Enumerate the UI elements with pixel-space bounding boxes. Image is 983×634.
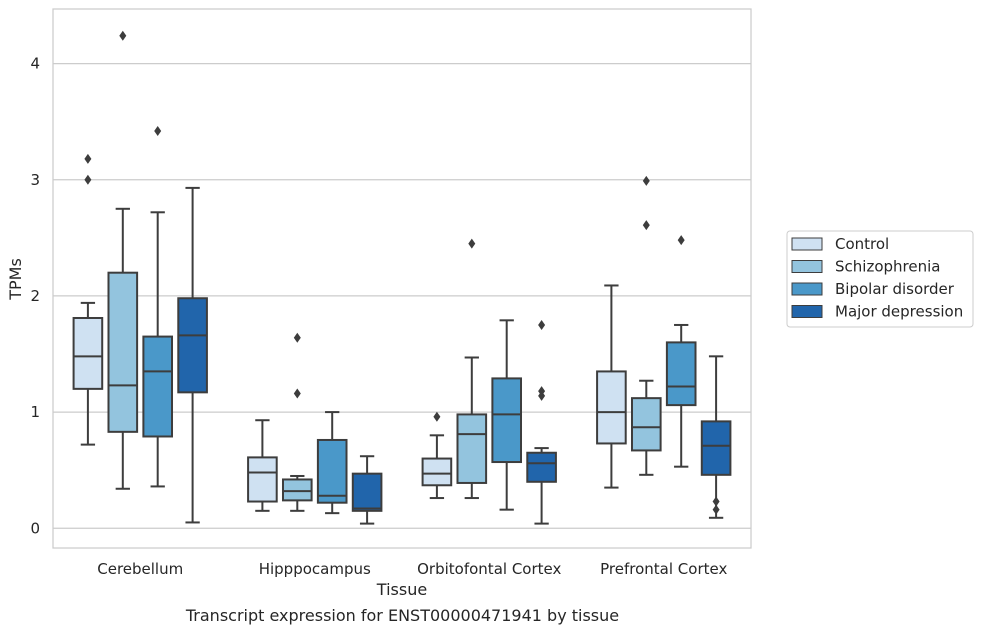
box-element	[72, 153, 104, 446]
series-bipolar-disorder	[142, 125, 697, 515]
outlier-point	[433, 411, 441, 422]
legend-label: Control	[835, 235, 889, 253]
outlier-point	[538, 319, 546, 330]
outlier-point	[84, 174, 92, 185]
outlier-point	[642, 175, 650, 186]
series-schizophrenia	[107, 30, 662, 512]
outlier-point	[293, 332, 301, 343]
box-element	[142, 125, 174, 488]
chart-caption: Transcript expression for ENST0000047194…	[185, 606, 620, 625]
box-iqr	[700, 420, 732, 476]
box-iqr	[596, 370, 627, 445]
y-tick-label: 3	[30, 171, 40, 189]
box-series-layer	[72, 30, 732, 525]
legend-label: Bipolar disorder	[835, 280, 955, 298]
box-element	[421, 411, 453, 500]
legend-label: Major depression	[835, 303, 963, 321]
box-element	[491, 319, 523, 511]
box-element	[107, 30, 139, 490]
box-element	[630, 175, 662, 476]
outlier-point	[538, 386, 546, 397]
box-element	[596, 284, 627, 489]
outlier-point	[119, 30, 127, 41]
box-iqr	[351, 472, 383, 512]
outlier-point	[712, 504, 720, 515]
box-iqr	[526, 451, 557, 483]
y-axis-title: TPMs	[6, 258, 25, 301]
box-iqr	[491, 377, 523, 464]
legend: Control Schizophrenia Bipolar disorder Majo…	[786, 230, 974, 328]
outlier-point	[642, 220, 650, 231]
outlier-point	[712, 496, 720, 507]
x-tick-label: Cerebellum	[97, 560, 183, 578]
x-tick-label: Hipppocampus	[259, 560, 371, 578]
x-axis-title: Tissue	[376, 580, 427, 599]
legend-label: Schizophrenia	[835, 258, 940, 276]
box-iqr	[142, 335, 174, 438]
box-element	[526, 319, 557, 525]
box-element	[665, 235, 697, 468]
outlier-point	[154, 125, 162, 136]
box-iqr	[281, 478, 313, 502]
outlier-point	[468, 238, 476, 249]
box-iqr	[247, 456, 278, 503]
y-tick-labels: 0 1 2 3 4	[30, 55, 40, 538]
x-tick-label: Prefrontal Cortex	[600, 560, 727, 578]
y-tick-label: 1	[30, 403, 40, 421]
box-iqr	[107, 271, 139, 433]
box-iqr	[316, 438, 348, 504]
box-element	[700, 355, 732, 519]
x-tick-labels: Cerebellum Hipppocampus Orbitofontal Corte…	[97, 560, 727, 578]
box-iqr	[177, 297, 208, 394]
legend-frame	[786, 230, 974, 328]
box-element	[177, 186, 208, 524]
box-element	[281, 332, 313, 512]
outlier-point	[677, 235, 685, 246]
y-tick-label: 4	[30, 55, 40, 73]
box-element	[247, 419, 278, 512]
x-tick-label: Orbitofontal Cortex	[417, 560, 561, 578]
series-major-depression	[177, 186, 732, 525]
legend-swatch	[791, 260, 823, 273]
y-tick-label: 0	[30, 519, 40, 537]
box-element	[456, 238, 488, 500]
plot-frame	[52, 8, 752, 549]
outlier-point	[84, 153, 92, 164]
box-element	[316, 411, 348, 515]
outlier-point	[293, 388, 301, 399]
box-iqr	[421, 457, 453, 487]
y-tick-label: 2	[30, 287, 40, 305]
box-iqr	[665, 341, 697, 407]
box-iqr	[630, 397, 662, 452]
legend-swatch	[791, 282, 823, 296]
box-iqr	[456, 413, 488, 484]
box-iqr	[72, 316, 104, 390]
series-control	[72, 153, 627, 512]
legend-swatch	[791, 237, 823, 251]
box-element	[351, 455, 383, 525]
legend-swatch	[791, 305, 823, 318]
